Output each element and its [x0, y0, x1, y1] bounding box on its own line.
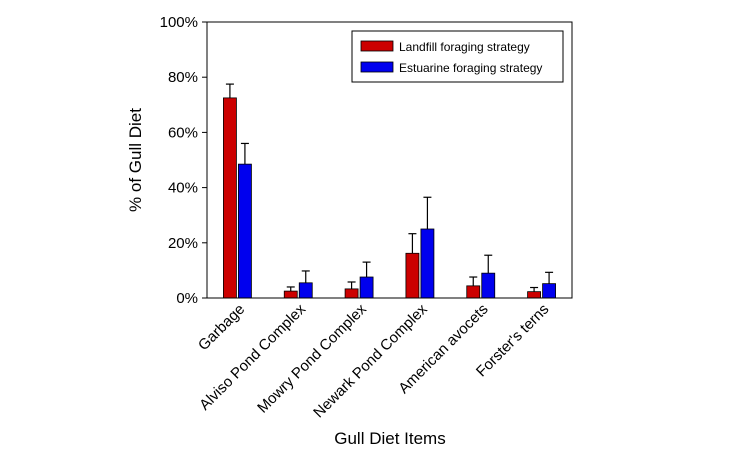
- bar-estuarine: [542, 283, 556, 299]
- y-tick-label: 60%: [168, 124, 198, 141]
- y-axis-ticks: 0% 20% 40% 60% 80% 100%: [160, 14, 207, 307]
- y-tick-label: 100%: [160, 14, 198, 31]
- bars-group: [223, 97, 556, 299]
- y-axis-title: % of Gull Diet: [126, 108, 145, 212]
- x-axis-title: Gull Diet Items: [334, 429, 445, 448]
- plot-area-frame: [206, 21, 573, 299]
- x-tick-label: Garbage: [195, 301, 248, 354]
- bar-landfill: [344, 288, 359, 299]
- legend: Landfill foraging strategy Estuarine for…: [351, 30, 564, 83]
- y-tick-label: 40%: [168, 180, 198, 197]
- bar-landfill: [223, 97, 237, 299]
- error-bars-group: [225, 83, 554, 292]
- legend-swatch-estuarine: [360, 61, 394, 73]
- x-tick-label: Alviso Pond Complex: [196, 300, 309, 413]
- legend-swatch-landfill: [360, 40, 394, 52]
- legend-label-estuarine: Estuarine foraging strategy: [399, 61, 542, 75]
- bar-estuarine: [298, 282, 313, 299]
- bar-landfill: [466, 285, 481, 299]
- x-tick-label: Mowry Pond Complex: [254, 300, 370, 416]
- legend-frame: [351, 30, 564, 83]
- bar-estuarine: [359, 276, 374, 299]
- y-tick-label: 20%: [168, 235, 198, 252]
- bar-landfill: [527, 291, 541, 299]
- bar-estuarine: [238, 163, 252, 299]
- bar-landfill: [405, 252, 420, 299]
- y-tick-label: 80%: [168, 69, 198, 86]
- bar-estuarine: [420, 228, 435, 299]
- y-tick-label: 0%: [176, 290, 198, 307]
- bar-estuarine: [481, 272, 496, 299]
- legend-label-landfill: Landfill foraging strategy: [399, 40, 530, 54]
- bar-landfill: [283, 290, 298, 299]
- x-tick-label: Newark Pond Complex: [310, 300, 431, 421]
